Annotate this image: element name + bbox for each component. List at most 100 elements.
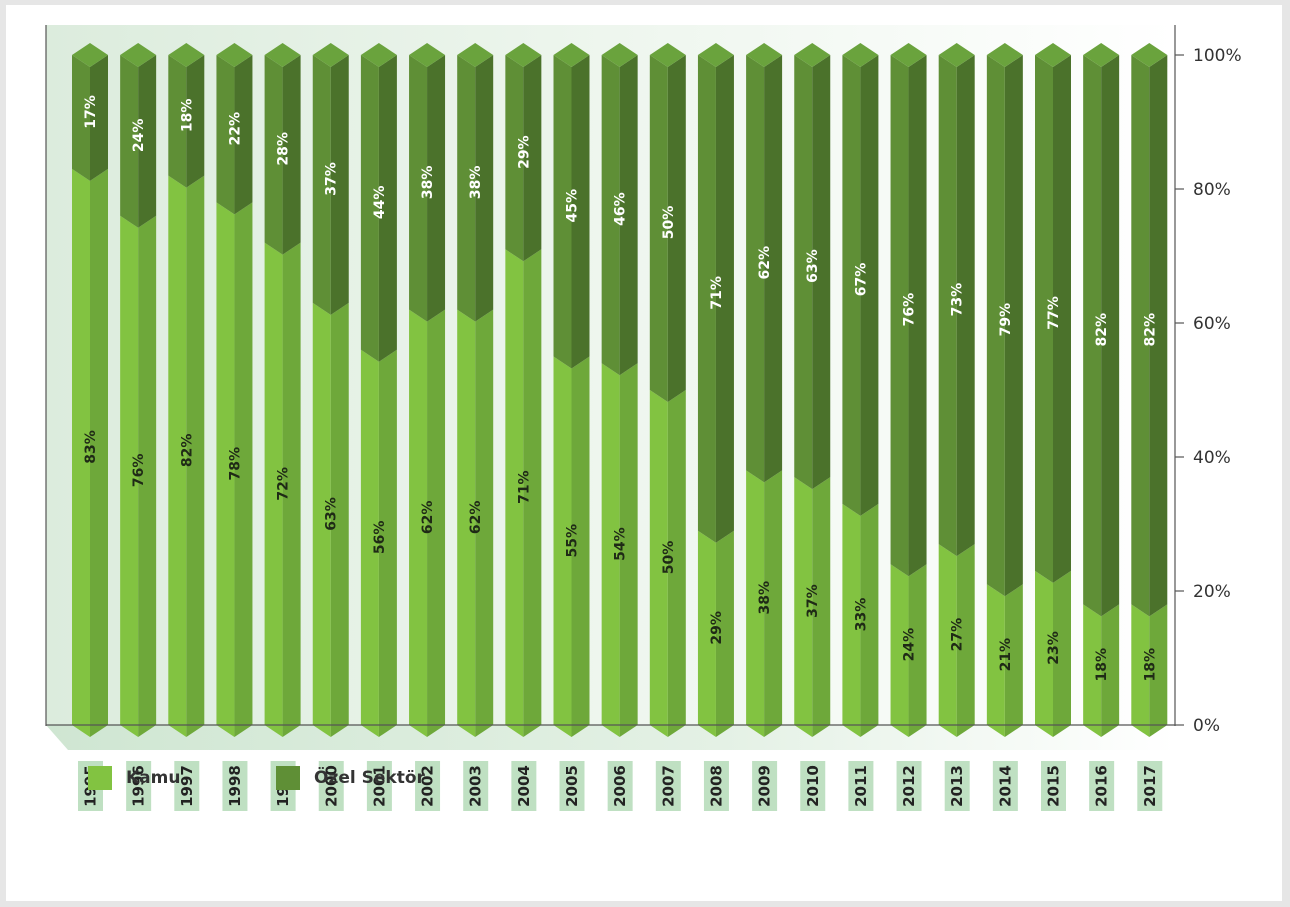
year-label-chip (655, 761, 681, 811)
year-label-chip (318, 761, 344, 811)
bar-kamu-side (1101, 604, 1120, 737)
bar-label-ozel: 82% (1142, 313, 1158, 347)
bar-label-kamu: 55% (565, 524, 581, 558)
bar-top-face (697, 43, 734, 67)
bar-ozel-side (812, 55, 831, 490)
bar-label-kamu: 38% (757, 581, 773, 615)
legend-item-ozel-sektor: Özel Sektör (276, 766, 425, 790)
bar-2014 (986, 43, 1023, 737)
bar-kamu-front (1083, 604, 1102, 737)
bar-ozel-side (1101, 55, 1120, 617)
year-label-chip (463, 761, 489, 811)
year-label-chip (222, 761, 248, 811)
bar-kamu-side (667, 390, 686, 737)
year-label-chip (944, 761, 970, 811)
bar-top-face (409, 43, 446, 67)
bar-2007 (649, 43, 686, 737)
bar-label-kamu: 54% (613, 527, 629, 561)
bar-ozel-side (475, 55, 494, 322)
bar-ozel-front (312, 55, 331, 315)
bar-top-face (746, 43, 783, 67)
chart-frame: 0%20%40%60%80%100% 83%17%199576%24%19968… (6, 5, 1282, 901)
legend-item-kamu: Kamu (88, 766, 180, 790)
bar-top-face (794, 43, 831, 67)
bar-kamu-side (186, 175, 205, 738)
x-tick-label: 2013 (948, 765, 966, 807)
bar-ozel-front (553, 55, 572, 369)
bar-ozel-front (72, 55, 90, 181)
bar-top-face (216, 43, 253, 67)
bar-kamu-side (138, 215, 157, 738)
bar-2016 (1083, 43, 1120, 737)
bar-label-kamu: 63% (324, 497, 340, 531)
bar-top-face (457, 43, 494, 67)
bar-ozel-side (715, 55, 734, 543)
bar-kamu-side (715, 530, 734, 737)
year-label-chip (800, 761, 826, 811)
bar-2010 (794, 43, 831, 737)
bar-top-face (649, 43, 686, 67)
bar-kamu-front (842, 503, 861, 737)
bar-2000 (312, 43, 349, 737)
bar-ozel-side (667, 55, 686, 402)
bar-ozel-front (1035, 55, 1053, 583)
bar-label-ozel: 46% (613, 192, 629, 226)
y-tick-label: 20% (1193, 582, 1231, 602)
bar-label-ozel: 50% (661, 206, 677, 240)
x-tick-label: 2010 (804, 765, 822, 807)
bar-kamu-front (746, 470, 765, 737)
bar-ozel-side (908, 55, 927, 577)
bar-2002 (409, 43, 446, 737)
bar-label-ozel: 44% (372, 186, 388, 220)
bar-ozel-side (234, 55, 253, 215)
year-label-chip (174, 761, 200, 811)
year-label-chip (415, 761, 441, 811)
bar-2006 (601, 43, 638, 737)
y-tick-label: 100% (1193, 46, 1242, 66)
x-tick-label: 2003 (467, 765, 485, 807)
bar-ozel-side (956, 55, 975, 557)
bar-kamu-side (1004, 584, 1023, 737)
bar-ozel-side (1004, 55, 1023, 597)
bar-ozel-side (764, 55, 783, 483)
bar-label-kamu: 33% (853, 598, 869, 632)
bar-top-face (842, 43, 879, 67)
bar-kamu-front (553, 356, 572, 737)
bar-kamu-front (457, 309, 476, 737)
bar-top-face (1083, 43, 1120, 67)
bar-kamu-front (986, 584, 1005, 737)
bar-ozel-side (1149, 55, 1168, 617)
bar-label-ozel: 38% (468, 166, 484, 200)
bar-kamu-side (523, 249, 542, 738)
bar-ozel-front (505, 55, 524, 262)
bar-kamu-side (571, 356, 590, 737)
bar-2015 (1035, 43, 1071, 737)
bar-ozel-side (330, 55, 349, 315)
bar-ozel-front (938, 55, 957, 557)
x-tick-label: 2001 (370, 765, 388, 807)
bar-kamu-front (1131, 604, 1150, 737)
bar-kamu-front (409, 309, 428, 737)
bar-label-ozel: 18% (179, 99, 195, 133)
x-tick-label: 2009 (756, 765, 774, 807)
bar-label-kamu: 24% (902, 628, 918, 662)
bar-label-kamu: 37% (805, 584, 821, 618)
bar-kamu-front (120, 215, 139, 738)
bar-ozel-side (619, 55, 638, 376)
bar-top-face (72, 43, 108, 67)
x-tick-label: 2017 (1141, 765, 1159, 807)
bar-ozel-front (1083, 55, 1102, 617)
bar-label-kamu: 23% (1046, 631, 1062, 665)
bar-label-ozel: 45% (565, 189, 581, 223)
x-tick-label: 2006 (611, 765, 629, 807)
bar-ozel-front (457, 55, 476, 322)
bar-kamu-front (890, 564, 909, 737)
bar-2013 (938, 43, 975, 737)
bar-ozel-front (360, 55, 379, 362)
bar-kamu-front (72, 168, 90, 737)
bar-1997 (168, 43, 205, 738)
bar-ozel-front (794, 55, 813, 490)
x-tick-label: 2007 (659, 765, 677, 807)
bar-kamu-front (264, 242, 283, 737)
y-tick-label: 80% (1193, 180, 1231, 200)
